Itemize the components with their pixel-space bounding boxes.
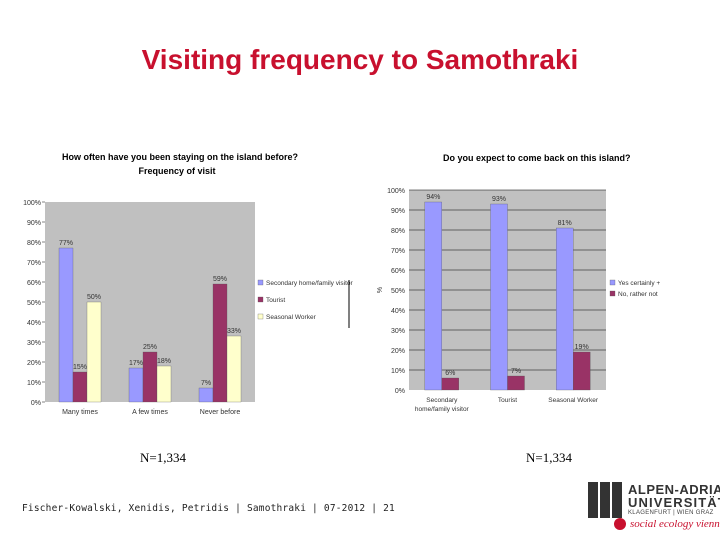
bar-yes-certainly-probably [490,203,508,391]
legend-label: Tourist [266,297,285,304]
y-tick-label: 20% [27,360,41,367]
x-category-label: Many times [62,409,98,416]
slide-title: Visiting frequency to Samothraki [141,44,579,75]
x-category-label: A few times [132,409,168,416]
y-tick-label: 90% [27,220,41,227]
logo-mark-bar [612,482,622,518]
data-label: 59% [213,276,227,283]
legend-swatch [609,279,616,286]
logo-mark-bar [588,482,598,518]
x-category-label: Seasonal Worker [548,397,599,404]
x-category-label: home/family visitor [415,406,470,413]
come-back-chart: Do you expect to come back on this islan… [377,153,660,413]
y-tick-label: 60% [391,268,405,275]
y-tick-label: 80% [27,240,41,247]
chart-subtitle: Frequency of visit [138,166,215,176]
x-category-label: Secondary [426,397,458,404]
logo-line-4: social ecology vienna [630,518,720,530]
data-label: 33% [227,328,241,335]
chart-title: How often have you been staying on the i… [62,152,298,162]
y-tick-label: 30% [27,340,41,347]
y-tick-label: 0% [31,400,41,407]
legend-swatch [609,290,616,297]
bar-no-rather-not [441,377,459,391]
bar-secondary-home-family-visitor [128,367,144,403]
legend-label: Yes certainly + probably [618,280,660,287]
data-label: 18% [157,358,171,365]
sample-size-right: N=1,334 [526,450,572,465]
bar-tourist [142,351,158,403]
data-label: 7% [201,380,211,387]
logo-line-3: KLAGENFURT | WIEN GRAZ [628,510,714,516]
legend-label: Seasonal Worker [266,314,317,321]
footer-text: Fischer-Kowalski, Xenidis, Petridis | Sa… [22,503,395,514]
y-tick-label: 30% [391,328,405,335]
y-tick-label: 70% [27,260,41,267]
bar-tourist [72,371,88,403]
frequency-of-visit-chart: How often have you been staying on the i… [23,152,354,416]
y-tick-label: 20% [391,348,405,355]
y-tick-label: 100% [387,188,405,195]
y-axis-label: % [377,287,384,293]
y-tick-label: 70% [391,248,405,255]
legend-label: No, rather not [618,291,658,298]
legend-swatch [257,313,264,320]
x-category-label: Tourist [498,397,517,404]
data-label: 50% [87,294,101,301]
y-tick-label: 40% [391,308,405,315]
bar-yes-certainly-probably [424,201,442,391]
legend-swatch [257,296,264,303]
sample-size-left: N=1,334 [140,450,186,465]
logo-line-2: UNIVERSITÄT [628,495,720,510]
data-label: 19% [575,344,589,351]
bar-yes-certainly-probably [556,227,574,391]
logo-line-1: ALPEN-ADRIA [628,482,720,497]
data-label: 94% [426,194,440,201]
legend-label: Secondary home/family visitor [266,280,354,287]
logo-mark-dot [614,518,626,530]
y-tick-label: 60% [27,280,41,287]
data-label: 93% [492,196,506,203]
data-label: 25% [143,344,157,351]
x-category-label: Never before [200,409,241,416]
university-logo: ALPEN-ADRIA UNIVERSITÄT KLAGENFURT | WIE… [586,480,720,538]
chart-title: Do you expect to come back on this islan… [443,153,631,163]
data-label: 17% [129,360,143,367]
bar-secondary-home-family-visitor [198,387,214,403]
y-tick-label: 80% [391,228,405,235]
y-tick-label: 50% [27,300,41,307]
y-tick-label: 10% [391,368,405,375]
data-label: 15% [73,364,87,371]
logo-mark-bar [600,482,610,518]
data-label: 77% [59,240,73,247]
bar-secondary-home-family-visitor [58,247,74,403]
bar-no-rather-not [573,351,591,391]
bar-no-rather-not [507,375,525,391]
bar-tourist [212,283,228,403]
y-tick-label: 50% [391,288,405,295]
y-tick-label: 40% [27,320,41,327]
data-label: 7% [511,368,521,375]
bar-seasonal-worker [86,301,102,403]
y-tick-label: 100% [23,200,41,207]
legend-swatch [257,279,264,286]
bar-seasonal-worker [156,365,172,403]
y-tick-label: 10% [27,380,41,387]
y-tick-label: 0% [395,388,405,395]
data-label: 81% [558,220,572,227]
data-label: 6% [445,370,455,377]
y-tick-label: 90% [391,208,405,215]
bar-seasonal-worker [226,335,242,403]
